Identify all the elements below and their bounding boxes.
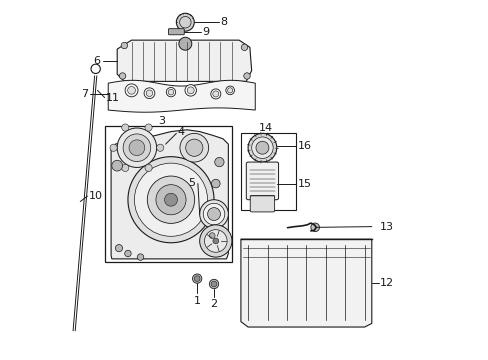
Circle shape bbox=[127, 86, 135, 94]
Polygon shape bbox=[108, 80, 255, 112]
Text: 2: 2 bbox=[210, 300, 217, 309]
Circle shape bbox=[244, 73, 250, 79]
Circle shape bbox=[117, 128, 156, 167]
Circle shape bbox=[179, 37, 191, 50]
Circle shape bbox=[122, 164, 128, 171]
FancyBboxPatch shape bbox=[250, 195, 274, 212]
Circle shape bbox=[144, 88, 155, 99]
Circle shape bbox=[119, 73, 125, 79]
Circle shape bbox=[255, 141, 268, 154]
Circle shape bbox=[144, 164, 152, 171]
Circle shape bbox=[176, 13, 194, 31]
Circle shape bbox=[212, 238, 218, 244]
Circle shape bbox=[214, 157, 224, 167]
Text: 8: 8 bbox=[220, 17, 227, 27]
Circle shape bbox=[146, 90, 152, 96]
Circle shape bbox=[192, 274, 202, 283]
Circle shape bbox=[123, 134, 150, 162]
Circle shape bbox=[225, 86, 234, 95]
Circle shape bbox=[211, 281, 217, 287]
Circle shape bbox=[199, 200, 228, 228]
Bar bbox=[104, 126, 231, 262]
Circle shape bbox=[180, 134, 208, 162]
Text: 15: 15 bbox=[298, 179, 312, 189]
Circle shape bbox=[125, 84, 138, 97]
Text: 9: 9 bbox=[202, 27, 209, 37]
Circle shape bbox=[207, 208, 220, 221]
FancyBboxPatch shape bbox=[246, 162, 278, 200]
FancyBboxPatch shape bbox=[168, 29, 184, 35]
Circle shape bbox=[129, 140, 144, 156]
Circle shape bbox=[203, 203, 224, 225]
Text: 5: 5 bbox=[188, 177, 195, 188]
Text: 3: 3 bbox=[158, 116, 165, 126]
Text: 10: 10 bbox=[88, 191, 102, 201]
Circle shape bbox=[204, 230, 226, 252]
Circle shape bbox=[310, 223, 319, 231]
Text: 11: 11 bbox=[105, 93, 120, 103]
Circle shape bbox=[112, 160, 122, 171]
Circle shape bbox=[168, 89, 173, 95]
Circle shape bbox=[251, 137, 273, 158]
Circle shape bbox=[212, 91, 218, 97]
Circle shape bbox=[164, 193, 177, 206]
Circle shape bbox=[122, 124, 128, 131]
Circle shape bbox=[241, 44, 247, 50]
Circle shape bbox=[194, 276, 200, 282]
Circle shape bbox=[227, 88, 232, 93]
Circle shape bbox=[211, 179, 220, 188]
Circle shape bbox=[115, 244, 122, 252]
Circle shape bbox=[156, 144, 163, 151]
Text: 1: 1 bbox=[193, 296, 200, 306]
Circle shape bbox=[156, 185, 185, 215]
Text: 6: 6 bbox=[94, 56, 101, 66]
Text: 12: 12 bbox=[379, 278, 393, 288]
Circle shape bbox=[147, 176, 194, 224]
Circle shape bbox=[187, 87, 194, 94]
Circle shape bbox=[110, 144, 117, 151]
Circle shape bbox=[134, 163, 207, 236]
Circle shape bbox=[166, 87, 175, 97]
Polygon shape bbox=[111, 130, 228, 259]
Text: 4: 4 bbox=[177, 127, 184, 137]
Polygon shape bbox=[241, 239, 371, 327]
Polygon shape bbox=[117, 40, 251, 81]
Text: 14: 14 bbox=[259, 123, 272, 133]
Circle shape bbox=[121, 42, 127, 49]
Circle shape bbox=[209, 279, 218, 289]
Circle shape bbox=[144, 124, 152, 131]
Text: 7: 7 bbox=[81, 89, 88, 99]
Bar bbox=[241, 134, 296, 211]
Circle shape bbox=[137, 254, 143, 260]
Circle shape bbox=[210, 89, 221, 99]
Circle shape bbox=[184, 85, 196, 96]
Circle shape bbox=[199, 225, 231, 257]
Circle shape bbox=[209, 233, 215, 238]
Circle shape bbox=[185, 139, 203, 156]
Circle shape bbox=[128, 157, 214, 243]
Circle shape bbox=[247, 134, 276, 162]
Circle shape bbox=[124, 250, 131, 257]
Text: 16: 16 bbox=[298, 141, 312, 151]
Text: 13: 13 bbox=[379, 222, 393, 231]
